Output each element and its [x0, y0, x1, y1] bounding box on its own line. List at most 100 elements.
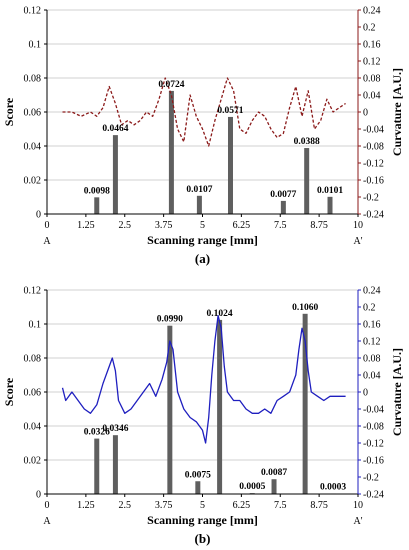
x-tick-label: 1.25: [77, 500, 95, 511]
x-axis-title: Scanning range [mm]: [147, 513, 258, 527]
bar-value-label: 0.0571: [217, 106, 243, 116]
x-tick-label: 3.75: [155, 220, 173, 231]
y-right-tick-label: 0.12: [363, 337, 381, 348]
bar-value-label: 0.0101: [317, 186, 343, 196]
y-right-tick-label: -0.12: [363, 439, 384, 450]
curvature-line: [62, 77, 346, 147]
bar-value-label: 0.0005: [239, 482, 265, 492]
score-bar: [94, 438, 100, 494]
curvature-line: [61, 314, 346, 444]
y-tick-label: 0: [36, 210, 41, 221]
y-right-tick-label: -0.2: [363, 473, 379, 484]
x-tick-label: 2.5: [119, 220, 132, 231]
y-tick-label: 0.08: [24, 74, 42, 85]
x-tick-label: 0: [45, 220, 50, 231]
x-tick-label: 3.75: [155, 500, 173, 511]
x-tick-label: 2.5: [119, 500, 132, 511]
score-bar: [327, 196, 333, 214]
bar-value-label: 0.0346: [102, 424, 128, 434]
y-right-tick-label: 0.24: [363, 6, 381, 17]
y-right-tick-label: 0.08: [363, 74, 381, 85]
x-axis-title: Scanning range [mm]: [147, 233, 258, 247]
x-start-label: A: [43, 516, 51, 527]
y-right-tick-label: -0.2: [363, 193, 379, 204]
y-right-tick-label: 0.04: [363, 91, 381, 102]
x-end-label: A': [353, 516, 362, 527]
y-right-tick-label: 0.04: [363, 371, 381, 382]
score-bar: [94, 197, 100, 214]
y-tick-label: 0.04: [24, 422, 42, 433]
score-bar: [304, 148, 310, 214]
panel-label: (a): [195, 251, 210, 266]
bar-value-label: 0.0098: [84, 186, 110, 196]
y-tick-label: 0: [36, 490, 41, 501]
y-tick-label: 0.08: [24, 354, 42, 365]
x-tick-label: 5: [200, 220, 205, 231]
y-tick-label: 0.06: [24, 108, 42, 119]
y-right-axis-title: Curvature [A.U.]: [390, 68, 404, 156]
chart-panel-a: 0.0098 0.0464 0.0724 0.0107 0.0571 0.0077 0.03…: [2, 6, 404, 267]
bar-value-label: 0.0388: [294, 137, 320, 147]
y-right-tick-label: -0.16: [363, 456, 384, 467]
y-right-axis-title: Curvature [A.U.]: [390, 348, 404, 436]
bar-value-label: 0.0087: [261, 468, 287, 478]
y-right-tick-label: 0.12: [363, 57, 381, 68]
score-bar: [195, 481, 201, 494]
y-right-tick-label: -0.24: [363, 210, 384, 221]
score-bar: [271, 479, 277, 494]
y-right-tick-label: 0.08: [363, 354, 381, 365]
y-axis-title: Score: [2, 377, 16, 406]
y-right-tick-label: -0.04: [363, 125, 384, 136]
y-tick-label: 0.1: [29, 40, 42, 51]
x-tick-label: 6.25: [233, 220, 251, 231]
y-right-tick-label: 0: [363, 388, 368, 399]
score-bar: [227, 116, 233, 214]
y-right-tick-label: 0.24: [363, 286, 381, 297]
x-tick-label: 1.25: [77, 220, 95, 231]
score-bar: [168, 90, 174, 214]
y-tick-label: 0.02: [24, 456, 42, 467]
x-start-label: A: [43, 236, 51, 247]
bar-value-label: 0.1060: [292, 303, 318, 313]
score-bar: [112, 435, 118, 494]
bar-value-label: 0.0075: [185, 470, 211, 480]
x-tick-label: 10: [353, 220, 363, 231]
y-right-tick-label: 0.16: [363, 40, 381, 51]
y-right-tick-label: 0: [363, 108, 368, 119]
y-right-tick-label: 0.16: [363, 320, 381, 331]
y-tick-label: 0.12: [24, 286, 42, 297]
bar-value-label: 0.0077: [270, 190, 296, 200]
y-right-tick-label: 0.2: [363, 23, 376, 34]
x-tick-label: 7.5: [274, 500, 287, 511]
y-tick-label: 0.04: [24, 142, 42, 153]
bar-value-label: 0.0990: [157, 315, 183, 325]
y-tick-label: 0.1: [29, 320, 42, 331]
y-right-tick-label: -0.08: [363, 142, 384, 153]
bar-value-label: 0.1024: [207, 309, 233, 319]
x-end-label: A': [353, 236, 362, 247]
y-right-tick-label: -0.04: [363, 405, 384, 416]
y-tick-label: 0.12: [24, 6, 42, 17]
y-right-tick-label: -0.12: [363, 159, 384, 170]
score-bar: [280, 200, 286, 214]
score-bar: [196, 195, 202, 214]
score-bar: [112, 135, 118, 214]
y-right-tick-label: -0.24: [363, 490, 384, 501]
y-right-tick-label: -0.16: [363, 176, 384, 187]
y-right-tick-label: 0.2: [363, 303, 376, 314]
score-bar: [217, 319, 223, 494]
bar-value-label: 0.0003: [320, 482, 346, 492]
x-tick-label: 7.5: [274, 220, 287, 231]
bar-value-label: 0.0724: [158, 80, 184, 90]
bar-value-label: 0.0107: [186, 185, 212, 195]
score-bar: [302, 313, 308, 494]
x-tick-label: 0: [45, 500, 50, 511]
bar-value-label: 0.0326: [84, 428, 110, 438]
y-axis-title: Score: [2, 97, 16, 126]
y-tick-label: 0.02: [24, 176, 42, 187]
panel-label: (b): [195, 531, 211, 546]
x-tick-label: 8.75: [310, 220, 328, 231]
x-tick-label: 6.25: [233, 500, 251, 511]
